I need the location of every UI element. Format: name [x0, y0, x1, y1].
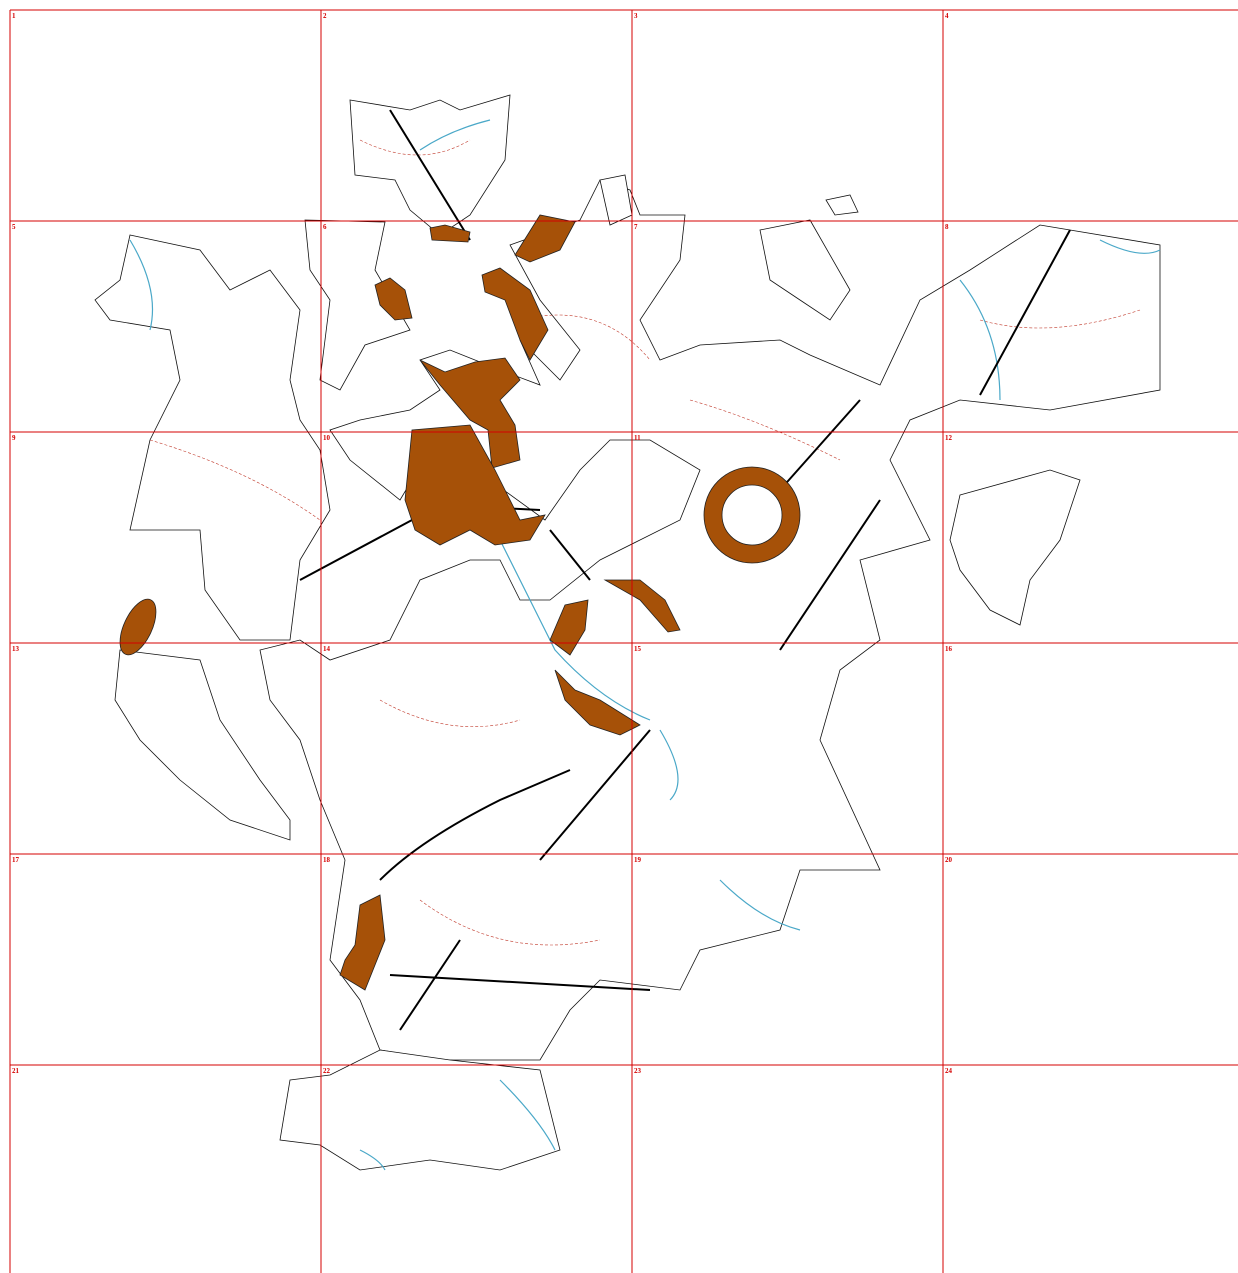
zone — [603, 579, 681, 633]
cell-label: 15 — [634, 645, 642, 653]
cell-label: 23 — [634, 1067, 642, 1075]
cell-label: 13 — [12, 645, 20, 653]
zone — [554, 669, 641, 736]
parcel-area — [759, 219, 851, 321]
cell-label: 2 — [323, 12, 327, 20]
cell-label: 7 — [634, 223, 638, 231]
cell-label: 8 — [945, 223, 949, 231]
rivers — [129, 119, 1161, 1171]
parcel-area — [279, 1049, 561, 1171]
cell-label: 6 — [323, 223, 327, 231]
cell-label: 3 — [634, 12, 638, 20]
cell-label: 20 — [945, 856, 953, 864]
grid — [9, 9, 1238, 1273]
cell-label: 19 — [634, 856, 642, 864]
zone — [481, 267, 549, 361]
cell-label: 10 — [323, 434, 331, 442]
zone — [404, 424, 546, 546]
cell-label: 24 — [945, 1067, 953, 1075]
parcel-area — [349, 94, 511, 236]
zone — [514, 214, 576, 263]
zone — [339, 894, 386, 991]
cell-label: 22 — [323, 1067, 331, 1075]
zone — [549, 599, 589, 656]
parcels — [94, 94, 1161, 1171]
cell-label: 17 — [12, 856, 20, 864]
parcel-area — [114, 649, 291, 841]
cell-label: 5 — [12, 223, 16, 231]
road — [149, 139, 1141, 946]
cell-label: 21 — [12, 1067, 20, 1075]
cell-label: 14 — [323, 645, 331, 653]
cell-label: 11 — [634, 434, 641, 442]
parcel-area — [94, 234, 331, 641]
cell-label: 9 — [12, 434, 16, 442]
zone — [703, 466, 801, 564]
cell-label: 4 — [945, 12, 949, 20]
cell-label: 18 — [323, 856, 331, 864]
zone — [419, 357, 521, 469]
zone — [429, 224, 471, 243]
zone — [119, 598, 157, 656]
zones — [119, 214, 801, 991]
roads — [149, 139, 1141, 946]
cell-label: 12 — [945, 434, 953, 442]
cell-label: 16 — [945, 645, 953, 653]
river — [129, 119, 1161, 1171]
parcel-area — [825, 194, 859, 216]
zone — [374, 277, 413, 321]
cell-label: 1 — [12, 12, 16, 20]
parcel-area — [949, 469, 1081, 626]
parcel-area — [304, 219, 411, 391]
